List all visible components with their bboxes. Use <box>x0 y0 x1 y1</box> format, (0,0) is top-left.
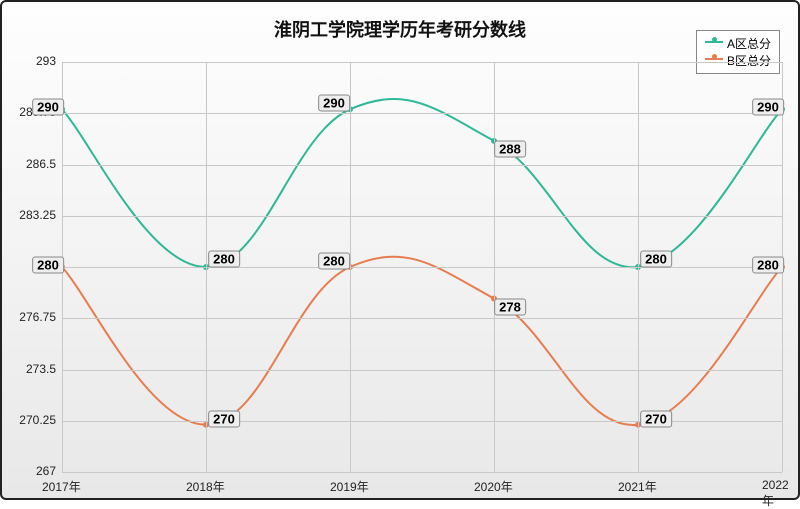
x-axis-label: 2022年 <box>762 478 789 509</box>
x-axis-label: 2018年 <box>186 478 225 495</box>
gridline <box>62 216 782 217</box>
x-axis-label: 2019年 <box>330 478 369 495</box>
data-label: 280 <box>208 251 240 268</box>
gridline <box>350 62 351 472</box>
plot-area: 267270.25273.5276.75280283.25286.5289.75… <box>62 62 782 472</box>
gridline <box>62 165 782 166</box>
data-label: 280 <box>752 257 784 274</box>
gridline <box>62 113 782 114</box>
legend-dot-icon <box>712 54 717 59</box>
y-axis-label: 286.5 <box>26 157 56 171</box>
gridline <box>62 421 782 422</box>
data-label: 270 <box>208 410 240 427</box>
data-label: 270 <box>640 410 672 427</box>
legend-dot-icon <box>712 37 717 42</box>
series-line <box>62 257 782 425</box>
chart-container: 淮阴工学院理学历年考研分数线 A区总分B区总分 267270.25273.527… <box>0 0 800 500</box>
gridline <box>206 62 207 472</box>
legend-item: A区总分 <box>705 35 771 52</box>
chart-title: 淮阴工学院理学历年考研分数线 <box>2 16 798 42</box>
y-axis-label: 283.25 <box>19 208 56 222</box>
data-label: 278 <box>494 298 526 315</box>
y-axis-label: 293 <box>36 54 56 68</box>
y-axis-label: 270.25 <box>19 413 56 427</box>
x-axis-label: 2017年 <box>42 478 81 495</box>
gridline <box>638 62 639 472</box>
data-label: 280 <box>318 253 350 270</box>
legend-line-icon <box>705 41 723 47</box>
data-label: 290 <box>32 99 64 116</box>
gridline <box>62 370 782 371</box>
x-axis-label: 2020年 <box>474 478 513 495</box>
data-label: 280 <box>32 257 64 274</box>
gridline <box>62 472 782 473</box>
data-label: 280 <box>640 251 672 268</box>
gridline <box>62 62 782 63</box>
y-axis-label: 276.75 <box>19 310 56 324</box>
data-label: 288 <box>494 140 526 157</box>
x-axis-label: 2021年 <box>618 478 657 495</box>
data-label: 290 <box>752 99 784 116</box>
data-label: 290 <box>318 95 350 112</box>
y-axis-label: 267 <box>36 464 56 478</box>
gridline <box>62 267 782 268</box>
y-axis-label: 273.5 <box>26 362 56 376</box>
gridline <box>494 62 495 472</box>
legend-label: A区总分 <box>727 35 771 52</box>
series-line <box>62 99 782 267</box>
gridline <box>62 318 782 319</box>
